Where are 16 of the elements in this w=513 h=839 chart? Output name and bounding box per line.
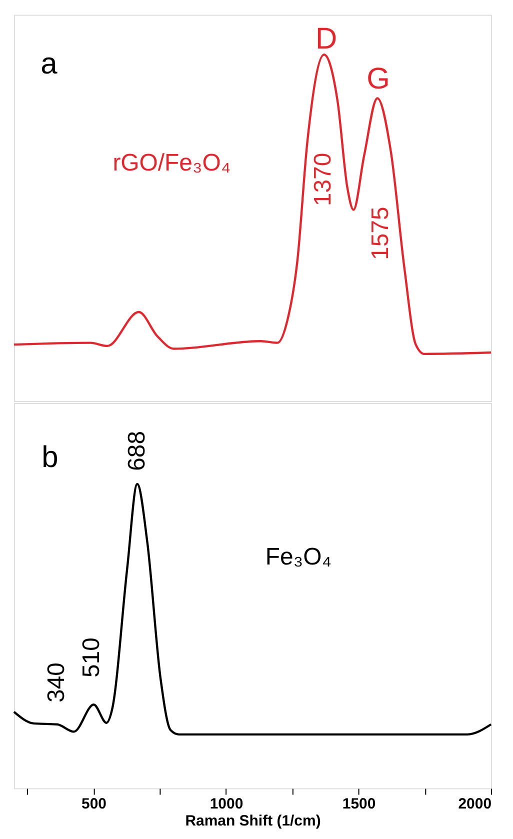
text: b [42, 440, 58, 474]
annotation: a [40, 48, 58, 81]
x-axis-title: Raman Shift (1/cm) [185, 812, 321, 830]
annotation: rGO/Fe₃O₄ [112, 149, 231, 176]
annotation: 1370 [309, 152, 336, 206]
annotation: 1575 [367, 206, 394, 260]
x-tick-label: 1000 [210, 796, 244, 813]
annotation: 340 [42, 662, 70, 702]
annotation: Fe₃O₄ [265, 544, 332, 571]
x-tick-label: 500 [81, 796, 106, 813]
x-tick-label: 1500 [342, 796, 376, 813]
annotation: G [366, 62, 390, 96]
text: 688 [124, 430, 151, 471]
annotation: D [316, 22, 338, 56]
x-tick-label: 2000 [458, 796, 492, 813]
annotation: 510 [78, 638, 105, 678]
